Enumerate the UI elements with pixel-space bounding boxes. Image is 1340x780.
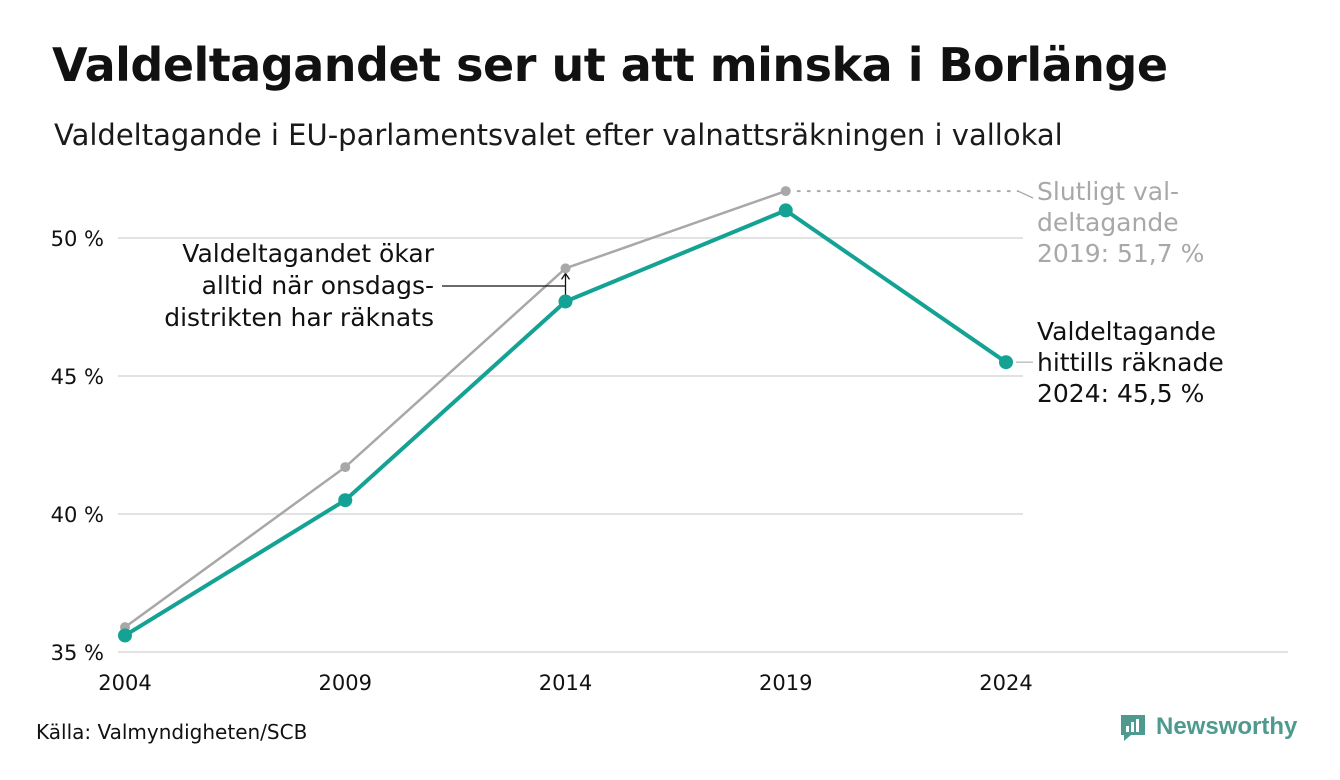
y-tick-label: 35 % <box>51 641 104 665</box>
annotations: Valdeltagandet ökar alltid när onsdags-di… <box>164 177 1223 408</box>
axis-ticks: 35 % 40 % 45 % 50 % 2004 2009 2014 2019 2024 <box>51 227 1033 695</box>
valnatt-data-point <box>118 628 132 643</box>
annotation-final-2019-line: Slutligt val- <box>1037 177 1179 206</box>
x-tick-label: 2009 <box>319 671 372 695</box>
y-tick-label: 45 % <box>51 365 104 389</box>
annotation-final-2019-line: deltagande <box>1037 208 1179 237</box>
x-tick-label: 2004 <box>98 671 151 695</box>
brand-logo[interactable]: Newsworthy <box>1118 712 1297 742</box>
y-tick-label: 40 % <box>51 503 104 527</box>
annotation-note-2014-line: Valdeltagandet ökar <box>182 239 434 268</box>
valnatt-data-point <box>999 355 1013 370</box>
y-tick-label: 50 % <box>51 227 104 251</box>
annotation-final-2019: Slutligt val-deltagande 2019: 51,7 % <box>1037 177 1204 268</box>
brand-name: Newsworthy <box>1156 713 1298 740</box>
chart-subtitle: Valdeltagande i EU-parlamentsvalet efter… <box>54 118 1063 152</box>
final-2019-tick <box>1017 190 1034 199</box>
annotation-current-2024-line: 2024: 45,5 % <box>1037 379 1204 408</box>
chart-title: Valdeltagandet ser ut att minska i Borlä… <box>52 38 1168 92</box>
annotation-note-2014-line: distrikten har räknats <box>164 303 434 332</box>
x-tick-label: 2019 <box>759 671 812 695</box>
valnatt-data-point <box>558 294 573 309</box>
annotation-note-2014-line: alltid när onsdags- <box>202 271 434 300</box>
final-series-line <box>124 189 787 629</box>
annotation-current-2024: Valdeltagande hittills räknade 2024: 45,5 … <box>1037 317 1224 408</box>
grid-lines <box>118 237 1288 653</box>
newsworthy-icon <box>1121 715 1145 741</box>
data-points <box>118 186 1013 643</box>
source-note: Källa: Valmyndigheten/SCB <box>36 720 308 744</box>
x-tick-label: 2014 <box>539 671 592 695</box>
final-data-point <box>560 263 571 274</box>
annotation-final-2019-line: 2019: 51,7 % <box>1037 239 1204 268</box>
final-data-point <box>780 186 791 197</box>
annotation-current-2024-line: hittills räknade <box>1037 348 1224 377</box>
final-data-point <box>340 462 351 473</box>
annotation-current-2024-line: Valdeltagande <box>1037 317 1216 346</box>
x-tick-label: 2024 <box>979 671 1032 695</box>
annotation-note-2014: Valdeltagandet ökar alltid när onsdags-di… <box>164 239 434 332</box>
valnatt-data-point <box>778 203 793 218</box>
valnatt-data-point <box>338 493 353 508</box>
